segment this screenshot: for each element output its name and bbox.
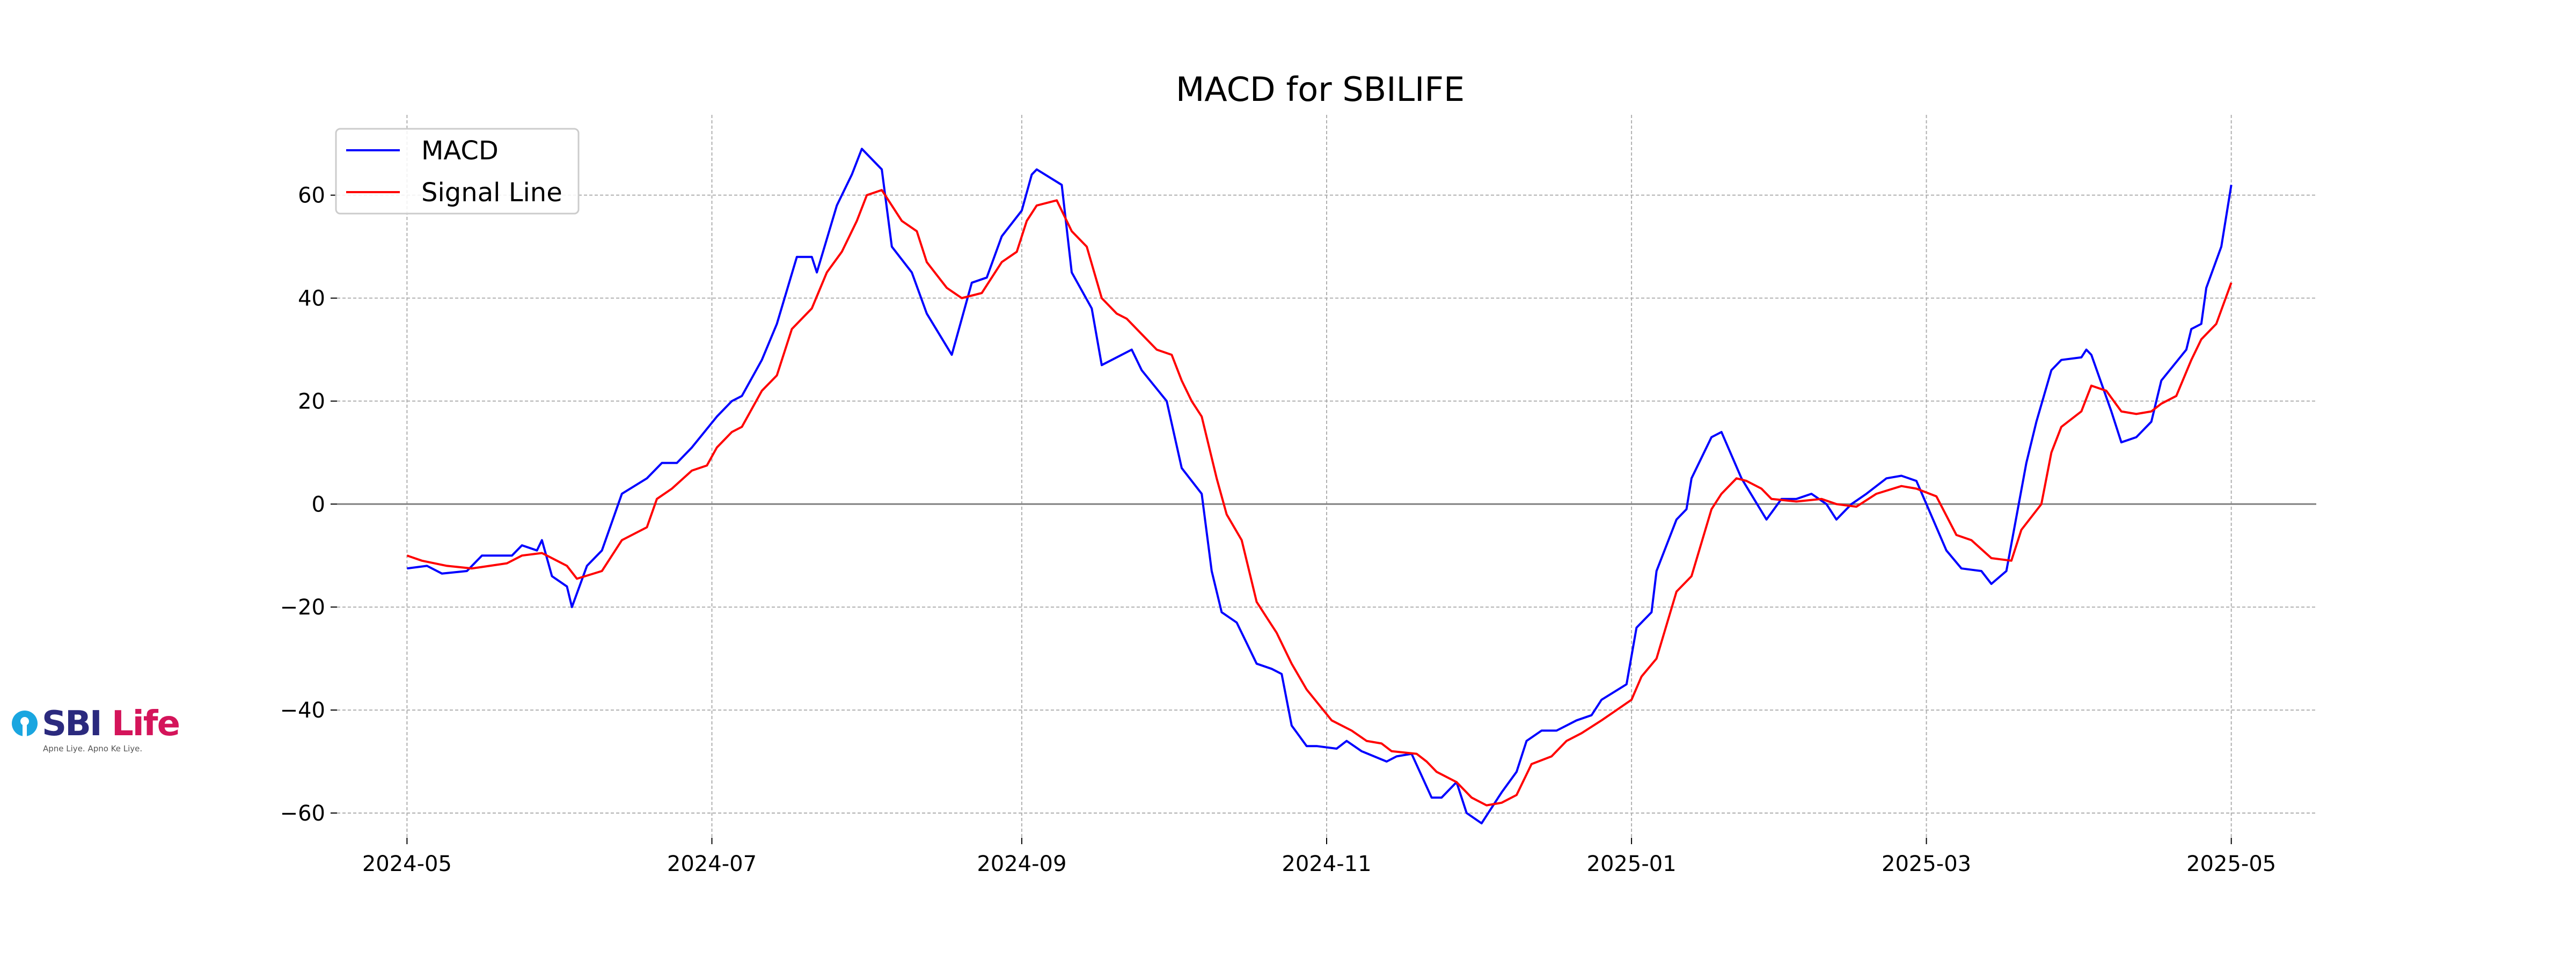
y-tick-label: −60 bbox=[280, 801, 325, 826]
legend-label-macd: MACD bbox=[421, 136, 499, 166]
y-tick-label: 40 bbox=[298, 287, 325, 311]
y-tick-label: 60 bbox=[298, 184, 325, 208]
grid bbox=[337, 115, 2316, 838]
x-tick-label: 2024-09 bbox=[977, 852, 1066, 876]
y-axis: −60 −40 −20 0 20 40 60 bbox=[280, 184, 337, 826]
series-line-signal-line bbox=[406, 189, 2233, 807]
x-tick-label: 2024-07 bbox=[667, 852, 757, 876]
x-tick-label: 2024-05 bbox=[362, 852, 452, 876]
sbi-life-logo: SBI Life Apne Liye. Apno Ke Liye. bbox=[10, 704, 180, 761]
x-tick-label: 2024-11 bbox=[1282, 852, 1371, 876]
series-line-macd bbox=[407, 148, 2233, 825]
legend-label-signal-line: Signal Line bbox=[421, 178, 562, 208]
y-tick-label: 0 bbox=[312, 492, 325, 517]
x-tick-label: 2025-01 bbox=[1587, 852, 1677, 876]
x-axis: 2024-05 2024-07 2024-09 2024-11 2025-01 2025-… bbox=[362, 838, 2276, 876]
chart-title: MACD for SBILIFE bbox=[1176, 70, 1465, 109]
logo-tagline: Apne Liye. Apno Ke Liye. bbox=[43, 744, 143, 753]
y-tick-label: −40 bbox=[280, 698, 325, 723]
logo-sbi-text: SBI bbox=[42, 704, 103, 744]
y-tick-label: −20 bbox=[280, 595, 325, 620]
sbi-keyhole-icon bbox=[12, 711, 38, 736]
x-tick-label: 2025-05 bbox=[2186, 852, 2276, 876]
logo-life-text: Life bbox=[112, 704, 180, 744]
series-lines bbox=[406, 148, 2233, 825]
legend: MACD Signal Line bbox=[335, 128, 580, 215]
x-tick-label: 2025-03 bbox=[1882, 852, 1971, 876]
y-tick-label: 20 bbox=[298, 389, 325, 414]
